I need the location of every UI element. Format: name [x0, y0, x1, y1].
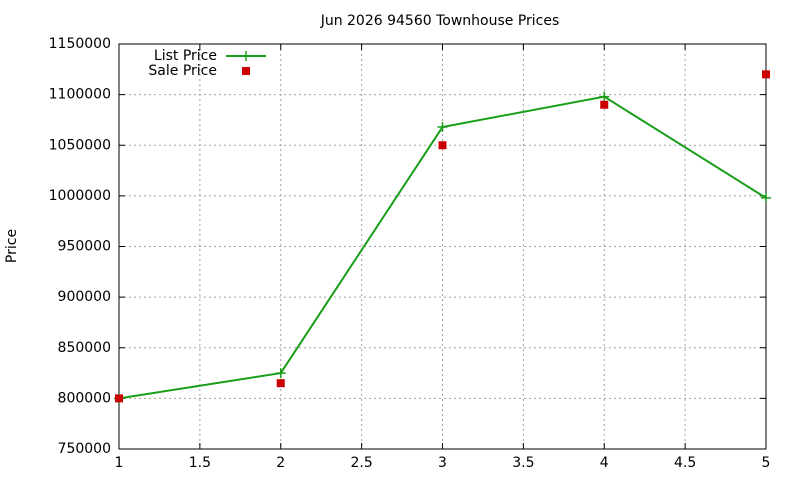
- legend-label: List Price: [154, 48, 217, 64]
- y-tick-label: 900000: [58, 289, 111, 305]
- point: [600, 100, 609, 109]
- y-tick-label: 1000000: [49, 188, 111, 204]
- x-tick-label: 1: [115, 455, 124, 471]
- x-tick-label: 4.5: [674, 455, 696, 471]
- x-tick-label: 3.5: [512, 455, 534, 471]
- x-tick-label: 3: [438, 455, 447, 471]
- point: [437, 122, 448, 133]
- point: [275, 368, 286, 379]
- point: [438, 141, 447, 150]
- y-tick-label: 1100000: [49, 87, 111, 103]
- x-tick-label: 4: [600, 455, 609, 471]
- point: [762, 70, 770, 79]
- point: [761, 192, 771, 203]
- y-tick-label: 950000: [58, 239, 111, 255]
- point: [599, 91, 610, 102]
- legend-swatch: [241, 51, 251, 61]
- y-tick-label: 1050000: [49, 137, 111, 153]
- legend-swatch: [242, 67, 250, 75]
- x-tick-label: 2: [276, 455, 285, 471]
- y-axis-label: Price: [4, 229, 20, 263]
- point: [115, 394, 123, 403]
- x-tick-label: 1.5: [189, 455, 211, 471]
- y-tick-label: 850000: [58, 340, 111, 356]
- plot-border: [118, 43, 767, 450]
- x-tick-label: 5: [762, 455, 771, 471]
- point: [276, 379, 285, 388]
- chart-title: Jun 2026 94560 Townhouse Prices: [320, 13, 560, 29]
- y-tick-label: 750000: [58, 441, 111, 457]
- legend-label: Sale Price: [148, 63, 217, 79]
- y-tick-label: 1150000: [49, 36, 111, 52]
- x-tick-label: 2.5: [350, 455, 372, 471]
- y-tick-label: 800000: [58, 390, 111, 406]
